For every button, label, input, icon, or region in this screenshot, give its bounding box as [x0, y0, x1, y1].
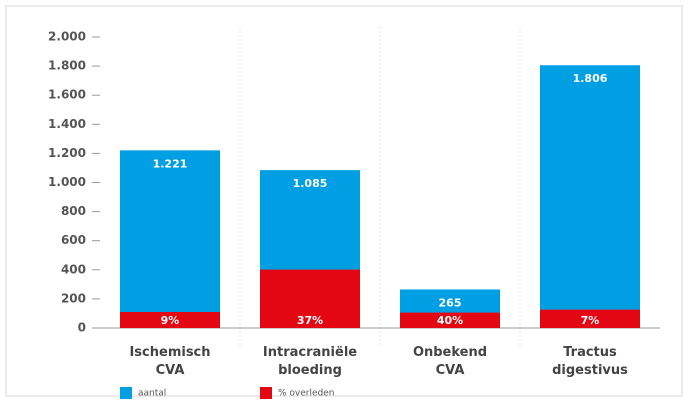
y-tick-label: 1.000 [48, 175, 86, 189]
y-tick-label: 1.200 [48, 146, 86, 160]
legend-swatch [120, 387, 132, 399]
value-label: 1.085 [293, 177, 328, 190]
x-tick-label-line: bloeding [278, 363, 342, 378]
bar-deceased [260, 269, 360, 328]
legend-swatch [260, 387, 272, 399]
x-tick-label: Onbekend CVA [413, 345, 487, 378]
bar-deceased [400, 312, 500, 328]
x-tick-label-line: Ischemisch [129, 345, 210, 360]
value-label: 9% [161, 314, 180, 327]
y-tick-label: 200 [61, 291, 86, 305]
y-tick-label: 1.600 [48, 88, 86, 102]
x-tick-label-line: CVA [436, 363, 465, 378]
y-tick-label: 0 [78, 321, 86, 335]
value-label: 1.806 [573, 72, 608, 85]
y-tick-label: 1.800 [48, 59, 86, 73]
value-label: 37% [297, 314, 323, 327]
y-tick-label: 1.400 [48, 117, 86, 131]
bar-deceased [540, 309, 640, 328]
value-label: 265 [439, 296, 462, 309]
x-tick-label-line: Tractus [563, 345, 617, 360]
x-tick-label: Tractus digestivus [552, 345, 628, 378]
x-tick-label-line: CVA [156, 363, 185, 378]
value-label: 7% [581, 314, 600, 327]
bar-deceased [120, 312, 220, 328]
x-tick-label: Ischemisch CVA [129, 345, 210, 378]
value-label: 1.221 [153, 157, 188, 170]
x-tick-label: Intracraniële bloeding [263, 345, 357, 378]
legend-label: aantal [138, 389, 166, 399]
y-tick-label: 800 [61, 204, 86, 218]
y-tick-label: 400 [61, 262, 86, 276]
bar-total [540, 65, 640, 329]
bar-total [120, 150, 220, 328]
y-tick-label: 2.000 [48, 30, 86, 44]
y-tick-label: 600 [61, 233, 86, 247]
x-tick-label-line: digestivus [552, 363, 628, 378]
legend-label: % overleden [278, 389, 334, 399]
x-tick-label-line: Intracraniële [263, 345, 357, 360]
value-label: 40% [437, 314, 463, 327]
x-tick-label-line: Onbekend [413, 345, 487, 360]
